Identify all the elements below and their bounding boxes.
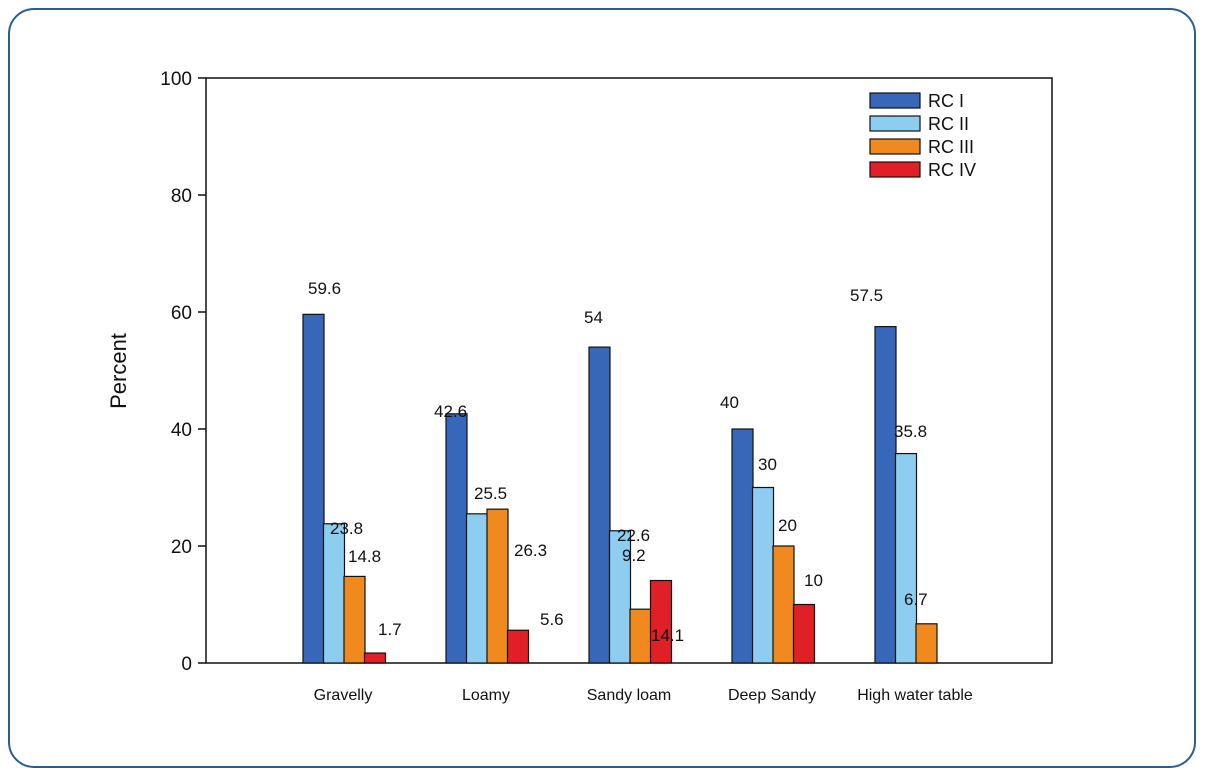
bar-rc-iii-sandy-loam xyxy=(629,608,652,664)
bar-rc-i-deep-sandy xyxy=(731,428,754,664)
bar-rc-ii-loamy xyxy=(465,513,489,664)
bar-rc-iv-sandy-loam xyxy=(649,579,673,664)
data-label: 25.5 xyxy=(474,484,507,503)
y-tick-label: 60 xyxy=(171,303,192,324)
data-label: 6.7 xyxy=(904,590,928,609)
legend-swatch xyxy=(869,161,921,178)
data-label: 59.6 xyxy=(308,279,341,298)
legend-label: RC III xyxy=(928,137,974,157)
y-tick-label: 100 xyxy=(160,69,192,90)
bar-rc-iii-deep-sandy xyxy=(772,545,795,664)
bar-rc-iv-deep-sandy xyxy=(792,603,816,664)
legend-label: RC I xyxy=(928,91,964,111)
legend-swatch xyxy=(869,92,921,109)
x-tick-label: Gravelly xyxy=(314,687,373,704)
y-tick-label: 80 xyxy=(171,186,192,207)
data-label: 54 xyxy=(584,308,603,327)
data-label: 22.6 xyxy=(617,526,650,545)
data-label: 57.5 xyxy=(850,286,883,305)
data-label: 14.8 xyxy=(348,547,381,566)
x-tick-label: High water table xyxy=(857,687,973,704)
x-tick-label: Deep Sandy xyxy=(728,687,816,704)
y-tick-label: 20 xyxy=(171,537,192,558)
bar-rc-i-high-water-table xyxy=(874,326,897,664)
bar-rc-ii-high-water-table xyxy=(894,452,918,664)
bar-rc-iii-high-water-table xyxy=(915,623,938,664)
data-label: 30 xyxy=(758,455,777,474)
data-label: 5.6 xyxy=(540,610,564,629)
data-label: 42.6 xyxy=(434,402,467,421)
data-label: 20 xyxy=(778,516,797,535)
bar-rc-i-loamy xyxy=(445,413,468,664)
data-label: 35.8 xyxy=(894,422,927,441)
data-label: 1.7 xyxy=(378,620,402,639)
legend-label: RC IV xyxy=(928,160,976,180)
bar-rc-ii-sandy-loam xyxy=(608,530,632,664)
legend-label: RC II xyxy=(928,114,969,134)
data-label: 26.3 xyxy=(514,541,547,560)
bar-rc-i-sandy-loam xyxy=(588,346,611,664)
bar-rc-ii-gravelly xyxy=(322,523,346,664)
plot-area: 0 20 40 60 80 100 Gravelly Loamy Sandy loam Deep … xyxy=(160,69,1053,704)
bar-rc-iii-loamy xyxy=(486,508,509,664)
legend-swatch xyxy=(869,138,921,155)
data-label: 9.2 xyxy=(622,546,646,565)
data-label: 23.8 xyxy=(330,519,363,538)
bar-rc-i-gravelly xyxy=(302,313,325,664)
x-tick-label: Loamy xyxy=(462,687,510,704)
data-label: 40 xyxy=(720,393,739,412)
y-tick-label: 40 xyxy=(171,420,192,441)
bar-rc-iii-gravelly xyxy=(343,575,366,664)
data-label: 14.1 xyxy=(651,626,684,645)
bar-rc-ii-deep-sandy xyxy=(751,486,775,664)
data-label: 10 xyxy=(804,571,823,590)
y-axis-label: Percent xyxy=(106,333,131,409)
legend-swatch xyxy=(869,115,921,132)
y-tick-label: 0 xyxy=(181,654,192,675)
bar-chart: 0 20 40 60 80 100 Gravelly Loamy Sandy loam Deep … xyxy=(106,69,1053,704)
bar-rc-iv-gravelly xyxy=(363,652,387,664)
x-tick-label: Sandy loam xyxy=(587,687,672,704)
bar-rc-iv-loamy xyxy=(506,629,530,664)
